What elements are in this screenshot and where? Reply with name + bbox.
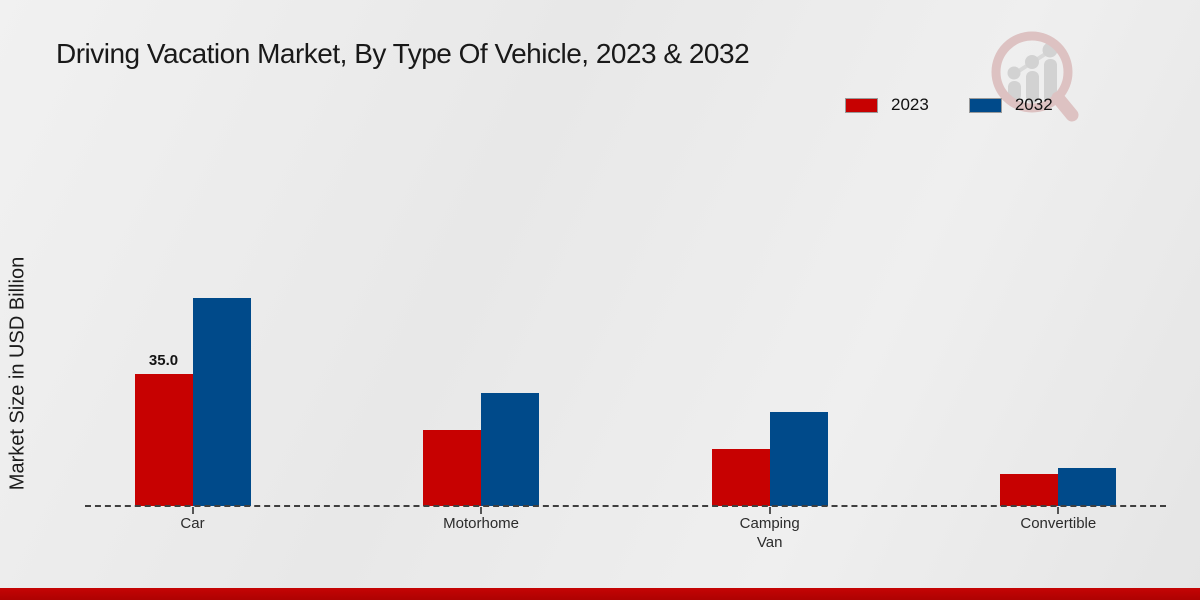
category-label-convertible: Convertible — [1020, 515, 1097, 532]
plot-area: Car Motorhome Camping Van Convertible 35.0 — [85, 200, 1166, 551]
bar-2032-camping-van — [769, 411, 828, 506]
market-research-watermark-icon — [991, 31, 1079, 122]
x-axis-baseline — [85, 505, 1166, 507]
bar-2032-motorhome — [481, 392, 540, 506]
legend-label: 2023 — [891, 95, 929, 114]
category-label-car: Car — [180, 515, 205, 532]
legend-item-2023: 2023 — [845, 95, 929, 115]
bar-2032-convertible — [1058, 468, 1117, 506]
bar-value-label: 35.0 — [148, 351, 179, 369]
x-axis-tick — [480, 507, 483, 514]
bar-2023-motorhome — [423, 430, 482, 506]
footer-accent-bar — [0, 588, 1200, 600]
legend-swatch-2023 — [845, 97, 878, 113]
bar-2023-convertible — [1000, 473, 1059, 506]
bar-2023-camping-van — [711, 449, 770, 506]
bar-2032-car — [192, 298, 251, 506]
x-axis-tick — [768, 507, 771, 514]
bar-2023-car — [134, 373, 193, 506]
y-axis-label: Market Size in USD Billion — [6, 256, 29, 491]
chart-title: Driving Vacation Market, By Type Of Vehi… — [56, 38, 750, 69]
legend: 2023 2032 — [845, 95, 1053, 115]
legend-swatch-2032 — [968, 97, 1002, 113]
x-axis-tick — [1057, 507, 1060, 514]
legend-label: 2032 — [1014, 95, 1053, 114]
legend-item-2032: 2032 — [968, 95, 1053, 115]
category-label-motorhome: Motorhome — [443, 515, 520, 532]
category-label-camping-van: Camping Van — [739, 515, 800, 551]
x-axis-tick — [191, 507, 194, 514]
